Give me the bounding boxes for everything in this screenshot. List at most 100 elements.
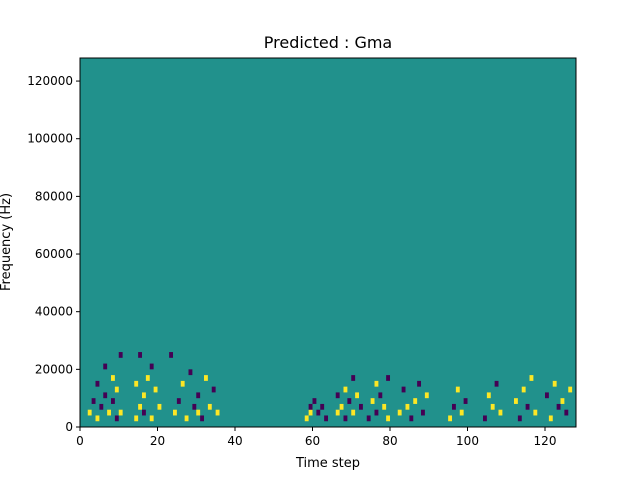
- heatmap-cell: [417, 380, 422, 387]
- heatmap-cell: [204, 375, 208, 381]
- heatmap-cell: [533, 409, 538, 416]
- heatmap-cell: [521, 386, 526, 393]
- heatmap-cell: [386, 375, 391, 381]
- x-tick-label: 40: [227, 434, 242, 448]
- x-tick-label: 100: [456, 434, 479, 448]
- y-tick-label: 80000: [35, 189, 73, 203]
- heatmap-cell: [114, 386, 119, 393]
- heatmap-cell: [312, 398, 317, 404]
- heatmap-cell: [405, 403, 410, 410]
- heatmap-cell: [316, 409, 321, 416]
- heatmap-cell: [211, 386, 216, 393]
- heatmap-cell: [107, 409, 112, 416]
- heatmap-cell: [335, 392, 340, 399]
- heatmap-cell: [560, 398, 565, 404]
- heatmap-cell: [452, 403, 456, 410]
- heatmap-cell: [564, 409, 569, 416]
- heatmap-cell: [490, 403, 495, 410]
- heatmap-cell: [145, 375, 150, 381]
- heatmap-cell: [134, 415, 139, 422]
- heatmap-cell: [339, 403, 344, 410]
- x-tick-label: 80: [382, 434, 397, 448]
- y-axis: 0 20000 40000 60000 80000 100000 120000: [27, 74, 80, 434]
- x-tick-label: 60: [305, 434, 320, 448]
- y-axis-label: Frequency (Hz): [0, 193, 14, 291]
- heatmap-cell: [308, 403, 313, 410]
- x-tick-label: 0: [76, 434, 84, 448]
- heatmap-cell: [556, 403, 561, 410]
- x-tick-label: 120: [534, 434, 557, 448]
- heatmap-cell: [424, 392, 429, 399]
- heatmap-cell: [320, 403, 325, 410]
- heatmap-cell: [142, 409, 146, 416]
- heatmap-cell: [448, 415, 453, 422]
- heatmap-cell: [486, 392, 491, 399]
- heatmap-cell: [351, 375, 356, 381]
- heatmap-cell: [304, 415, 309, 422]
- heatmap-cell: [382, 403, 387, 410]
- x-axis-label: Time step: [295, 456, 360, 471]
- heatmap-cell: [370, 398, 375, 404]
- heatmap-cell: [494, 380, 499, 387]
- heatmap-cell: [111, 375, 115, 381]
- heatmap-cell: [386, 415, 391, 422]
- heatmap-cell: [308, 409, 313, 416]
- heatmap-cell: [397, 409, 402, 416]
- heatmap-cell: [95, 380, 100, 387]
- heatmap-cell: [359, 403, 363, 410]
- heatmap-cell: [514, 398, 518, 404]
- heatmap-cell: [153, 386, 158, 393]
- heatmap-cell: [188, 369, 193, 376]
- heatmap-cell: [525, 403, 530, 410]
- heatmap-cell: [545, 392, 549, 399]
- heatmap-cell: [180, 380, 185, 387]
- y-tick-label: 20000: [35, 362, 73, 376]
- heatmap-cell: [169, 352, 174, 358]
- heatmap-cell: [483, 415, 487, 422]
- y-tick-label: 120000: [27, 74, 73, 88]
- heatmap-cell: [138, 352, 143, 358]
- heatmap-cell: [87, 409, 92, 416]
- heatmap-cell: [463, 398, 468, 404]
- heatmap-cell: [343, 415, 348, 422]
- heatmap-cell: [176, 398, 181, 404]
- heatmap-cell: [374, 380, 379, 387]
- chart-title: Predicted : Gma: [264, 33, 392, 52]
- heatmap-cell: [103, 392, 108, 399]
- heatmap-cell: [455, 386, 460, 393]
- heatmap-cell: [91, 398, 96, 404]
- y-tick-label: 0: [65, 420, 73, 434]
- heatmap-background: [80, 58, 576, 427]
- y-tick-label: 60000: [35, 247, 73, 261]
- heatmap-cell: [114, 415, 119, 422]
- heatmap-cell: [378, 392, 383, 399]
- heatmap-cell: [134, 380, 139, 387]
- heatmap-cell: [103, 363, 108, 370]
- plot-area: [80, 58, 576, 427]
- y-tick-label: 40000: [35, 305, 73, 319]
- heatmap-cell: [192, 403, 197, 410]
- heatmap-cell: [401, 386, 406, 393]
- heatmap-cell: [324, 415, 329, 422]
- x-tick-label: 20: [150, 434, 165, 448]
- heatmap-cell: [374, 409, 379, 416]
- heatmap-cell: [459, 409, 464, 416]
- heatmap-cell: [552, 380, 557, 387]
- heatmap-cell: [111, 398, 115, 404]
- heatmap-cell: [99, 403, 104, 410]
- heatmap-cell: [138, 403, 143, 410]
- heatmap-cell: [548, 415, 553, 422]
- heatmap-cell: [215, 409, 220, 416]
- heatmap-cell: [347, 398, 352, 404]
- x-axis: 0 20 40 60 80 100 120: [76, 427, 556, 448]
- heatmap-cell: [343, 386, 348, 393]
- heatmap-cell: [207, 403, 212, 410]
- heatmap-cell: [196, 392, 201, 399]
- heatmap-cell: [118, 352, 123, 358]
- heatmap-cell: [196, 409, 201, 416]
- heatmap-cell: [200, 415, 205, 422]
- heatmap-cell: [173, 409, 177, 416]
- heatmap-cell: [149, 363, 154, 370]
- heatmap-cell: [568, 386, 573, 393]
